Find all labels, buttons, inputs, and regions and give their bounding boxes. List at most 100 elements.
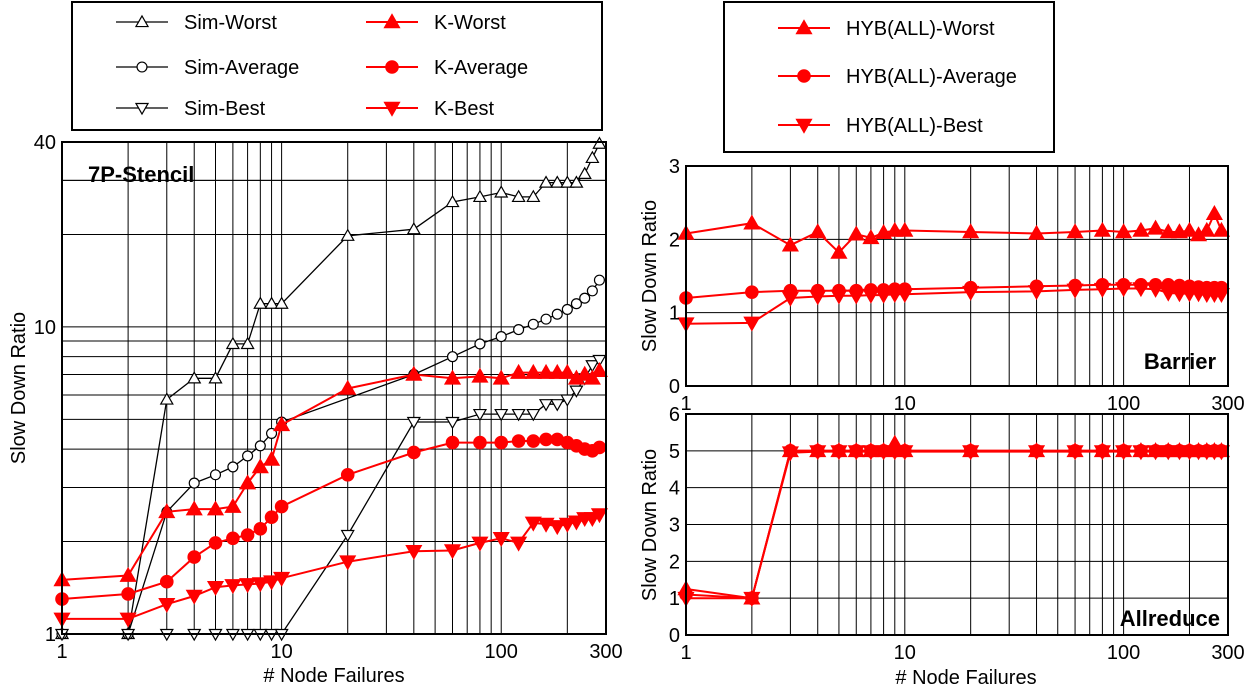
point-k-worst: [206, 500, 225, 516]
point-k-worst: [405, 365, 423, 381]
point-sim-worst: [511, 189, 526, 203]
y-tick-label: 3: [669, 156, 680, 178]
point-hyb-all-worst: [1027, 224, 1046, 240]
point-k-average: [526, 434, 541, 448]
point-k-average: [340, 467, 355, 482]
point-hyb-all-best: [1132, 445, 1150, 461]
point-hyb-all-best: [1132, 282, 1150, 298]
x-tick-label: 300: [1211, 393, 1244, 415]
allreduce-ylabel: Slow Down Ratio: [639, 449, 661, 601]
stencil-plot-frame: [61, 141, 607, 635]
legend-label-k-worst: K-Worst: [434, 12, 506, 34]
point-k-average: [445, 435, 460, 450]
point-k-best: [251, 577, 269, 593]
point-hyb-all-worst: [962, 223, 980, 239]
y-tick-label: 10: [34, 317, 56, 339]
point-sim-worst: [225, 336, 240, 350]
point-hyb-all-worst: [1159, 223, 1177, 239]
point-k-best: [471, 536, 489, 552]
point-k-worst: [510, 363, 528, 379]
y-tick-label: 2: [669, 551, 680, 573]
legend-right: HYB(ALL)-Worst HYB(ALL)-Average HYB(ALL)-B…: [723, 1, 1055, 153]
point-hyb-all-best: [962, 445, 980, 461]
point-sim-average: [579, 292, 591, 304]
point-k-best: [558, 517, 576, 533]
point-k-best: [590, 508, 608, 524]
point-k-worst: [537, 363, 555, 379]
series-line-k-best: [62, 513, 600, 620]
legend-marker-k-worst: [383, 13, 401, 29]
point-k-worst: [583, 369, 601, 385]
point-k-average: [121, 587, 135, 601]
point-sim-best: [585, 360, 600, 373]
legend-label-hyb-all-worst: HYB(ALL)-Worst: [846, 18, 995, 40]
point-k-best: [405, 544, 423, 560]
point-k-average: [226, 531, 240, 546]
point-k-best: [158, 597, 176, 613]
barrier-ylabel: Slow Down Ratio: [639, 200, 661, 352]
stencil-ticks: 1 10 100 300 1 10 40: [34, 132, 623, 663]
point-sim-best: [340, 529, 355, 543]
point-sim-worst: [526, 189, 541, 203]
x-tick-label: 1: [680, 393, 691, 415]
point-k-worst: [239, 474, 257, 490]
legend-label-sim-worst: Sim-Worst: [184, 12, 277, 34]
point-sim-average: [527, 318, 539, 330]
point-sim-worst: [560, 175, 575, 188]
point-hyb-all-best: [1159, 445, 1177, 461]
point-k-worst: [339, 379, 357, 395]
legend-marker-k-average: [385, 60, 399, 74]
point-sim-worst: [264, 296, 279, 309]
point-hyb-all-worst: [1115, 223, 1133, 239]
legend-marker-sim-average: [136, 61, 148, 73]
point-hyb-all-best: [875, 288, 893, 304]
point-hyb-all-worst: [1180, 221, 1199, 237]
point-k-worst: [251, 458, 269, 474]
point-hyb-all-best: [743, 591, 761, 607]
point-k-best: [524, 516, 542, 532]
point-hyb-all-best: [809, 290, 827, 306]
point-hyb-all-best: [1147, 282, 1165, 298]
point-hyb-all-best: [1027, 285, 1046, 301]
y-tick-label: 2: [669, 229, 680, 251]
point-hyb-all-best: [875, 445, 893, 461]
point-sim-worst: [472, 189, 488, 203]
barrier-annotation: Barrier: [1144, 349, 1217, 374]
point-sim-worst: [253, 296, 268, 309]
point-k-worst: [273, 416, 291, 432]
stencil-xlabel: # Node Failures: [263, 665, 404, 687]
point-k-worst: [119, 566, 137, 582]
point-k-average: [208, 536, 223, 550]
point-sim-worst: [445, 194, 460, 208]
legend-marker-hyb-all-average: [797, 69, 811, 83]
point-hyb-all-best: [962, 285, 980, 301]
y-tick-label: 5: [669, 441, 680, 463]
legend-left-box: [71, 1, 603, 131]
point-k-best: [339, 555, 357, 571]
x-tick-label: 300: [1211, 642, 1244, 664]
point-hyb-all-worst: [1066, 223, 1084, 239]
point-hyb-all-best: [1093, 282, 1111, 298]
y-tick-label: 4: [669, 478, 680, 500]
point-sim-best: [560, 394, 575, 407]
point-hyb-all-worst: [1198, 221, 1216, 237]
legend-marker-sim-worst: [134, 14, 150, 28]
point-hyb-all-worst: [1147, 219, 1165, 235]
point-k-average: [240, 528, 255, 542]
point-sim-average: [551, 308, 563, 320]
point-k-worst: [224, 497, 242, 513]
point-sim-average: [540, 313, 552, 325]
point-k-average: [253, 522, 268, 536]
point-hyb-all-best: [809, 445, 827, 461]
point-hyb-all-best: [830, 289, 848, 305]
point-k-average: [187, 550, 202, 564]
point-k-best: [510, 536, 528, 552]
y-tick-label: 6: [669, 404, 680, 426]
point-k-best: [185, 589, 203, 605]
point-k-average: [407, 445, 421, 460]
point-k-best: [262, 575, 281, 591]
point-sim-average: [188, 477, 200, 489]
